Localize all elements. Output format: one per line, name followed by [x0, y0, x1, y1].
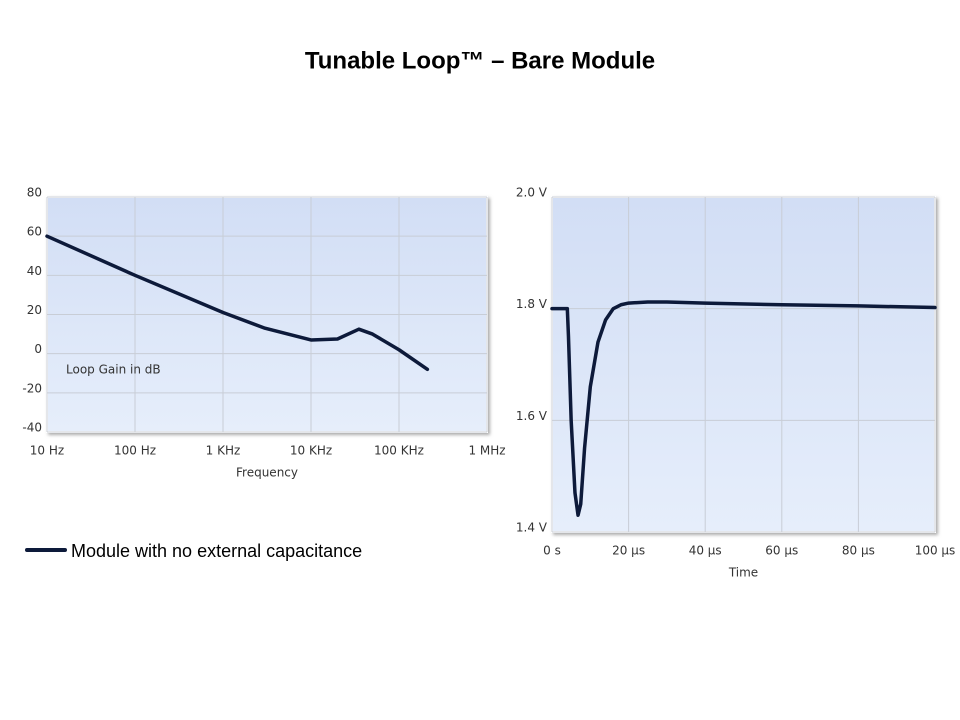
y-tick-label: 1.4 V [516, 521, 548, 535]
y-tick-label: 2.0 V [516, 186, 548, 200]
y-tick-label: 60 [27, 225, 42, 239]
y-tick-label: 20 [27, 303, 42, 317]
x-tick-label: 1 KHz [206, 444, 241, 458]
y-tick-label: 0 [34, 342, 42, 356]
plot-area [551, 196, 936, 533]
y-tick-label: 1.8 V [516, 297, 548, 311]
x-tick-label: 100 µs [915, 544, 956, 558]
y-tick-label: -40 [22, 421, 42, 435]
x-axis-label: Time [728, 566, 758, 580]
data-line [550, 300, 937, 517]
x-tick-label: 10 Hz [30, 444, 64, 458]
y-tick-label: 80 [27, 186, 42, 200]
annotation: Loop Gain in dB [66, 363, 161, 377]
x-tick-label: 20 µs [612, 544, 645, 558]
y-tick-label: 40 [27, 264, 42, 278]
x-axis-label: Frequency [236, 466, 298, 480]
x-tick-label: 60 µs [765, 544, 798, 558]
x-tick-label: 80 µs [842, 544, 875, 558]
legend-label: Module with no external capacitance [71, 541, 362, 561]
y-tick-label: 1.6 V [516, 409, 548, 423]
x-tick-label: 10 KHz [290, 444, 332, 458]
x-tick-label: 100 KHz [374, 444, 424, 458]
x-tick-label: 0 s [543, 544, 561, 558]
data-line [45, 234, 430, 372]
x-tick-label: 40 µs [689, 544, 722, 558]
slide-title: Tunable Loop™ – Bare Module [305, 47, 655, 74]
x-tick-label: 100 Hz [114, 444, 156, 458]
y-tick-label: -20 [22, 381, 42, 395]
x-tick-label: 1 MHz [468, 444, 505, 458]
